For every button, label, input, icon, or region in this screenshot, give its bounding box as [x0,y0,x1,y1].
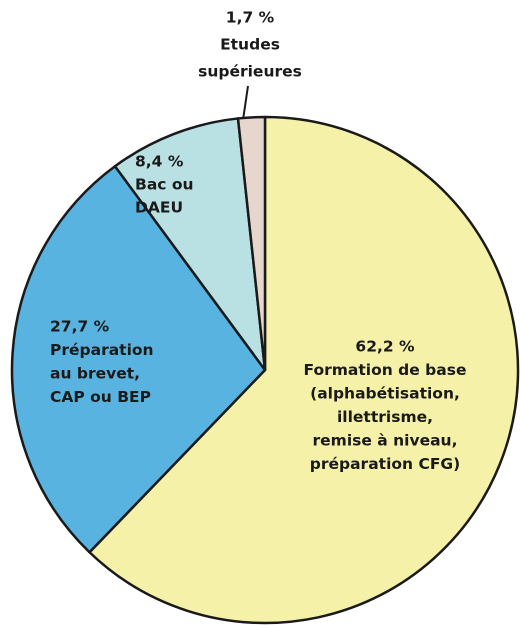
value-label: 8,4 % [135,153,184,171]
pie-slice [113,117,267,372]
category-label: DAEU [135,199,183,217]
value-label: 62,2 % [355,338,415,356]
pie-slice [10,165,267,554]
category-label: Bac ou [135,176,194,194]
category-label: (alphabétisation, [310,385,460,403]
value-label: 1,7 % [226,9,275,27]
category-label: Préparation [50,341,154,359]
category-label: au brevet, [50,365,140,383]
category-label: CAP ou BEP [50,388,151,406]
value-label: 27,7 % [50,318,110,336]
category-label: supérieures [198,63,302,81]
category-label: Formation de base [304,361,467,379]
leader-line [242,85,249,121]
category-label: préparation CFG) [310,455,460,473]
pie-slice [88,115,520,625]
category-label: Etudes [220,36,280,54]
category-label: remise à niveau, [313,432,458,450]
pie-slice [236,115,267,372]
category-label: illettrisme, [337,408,433,426]
